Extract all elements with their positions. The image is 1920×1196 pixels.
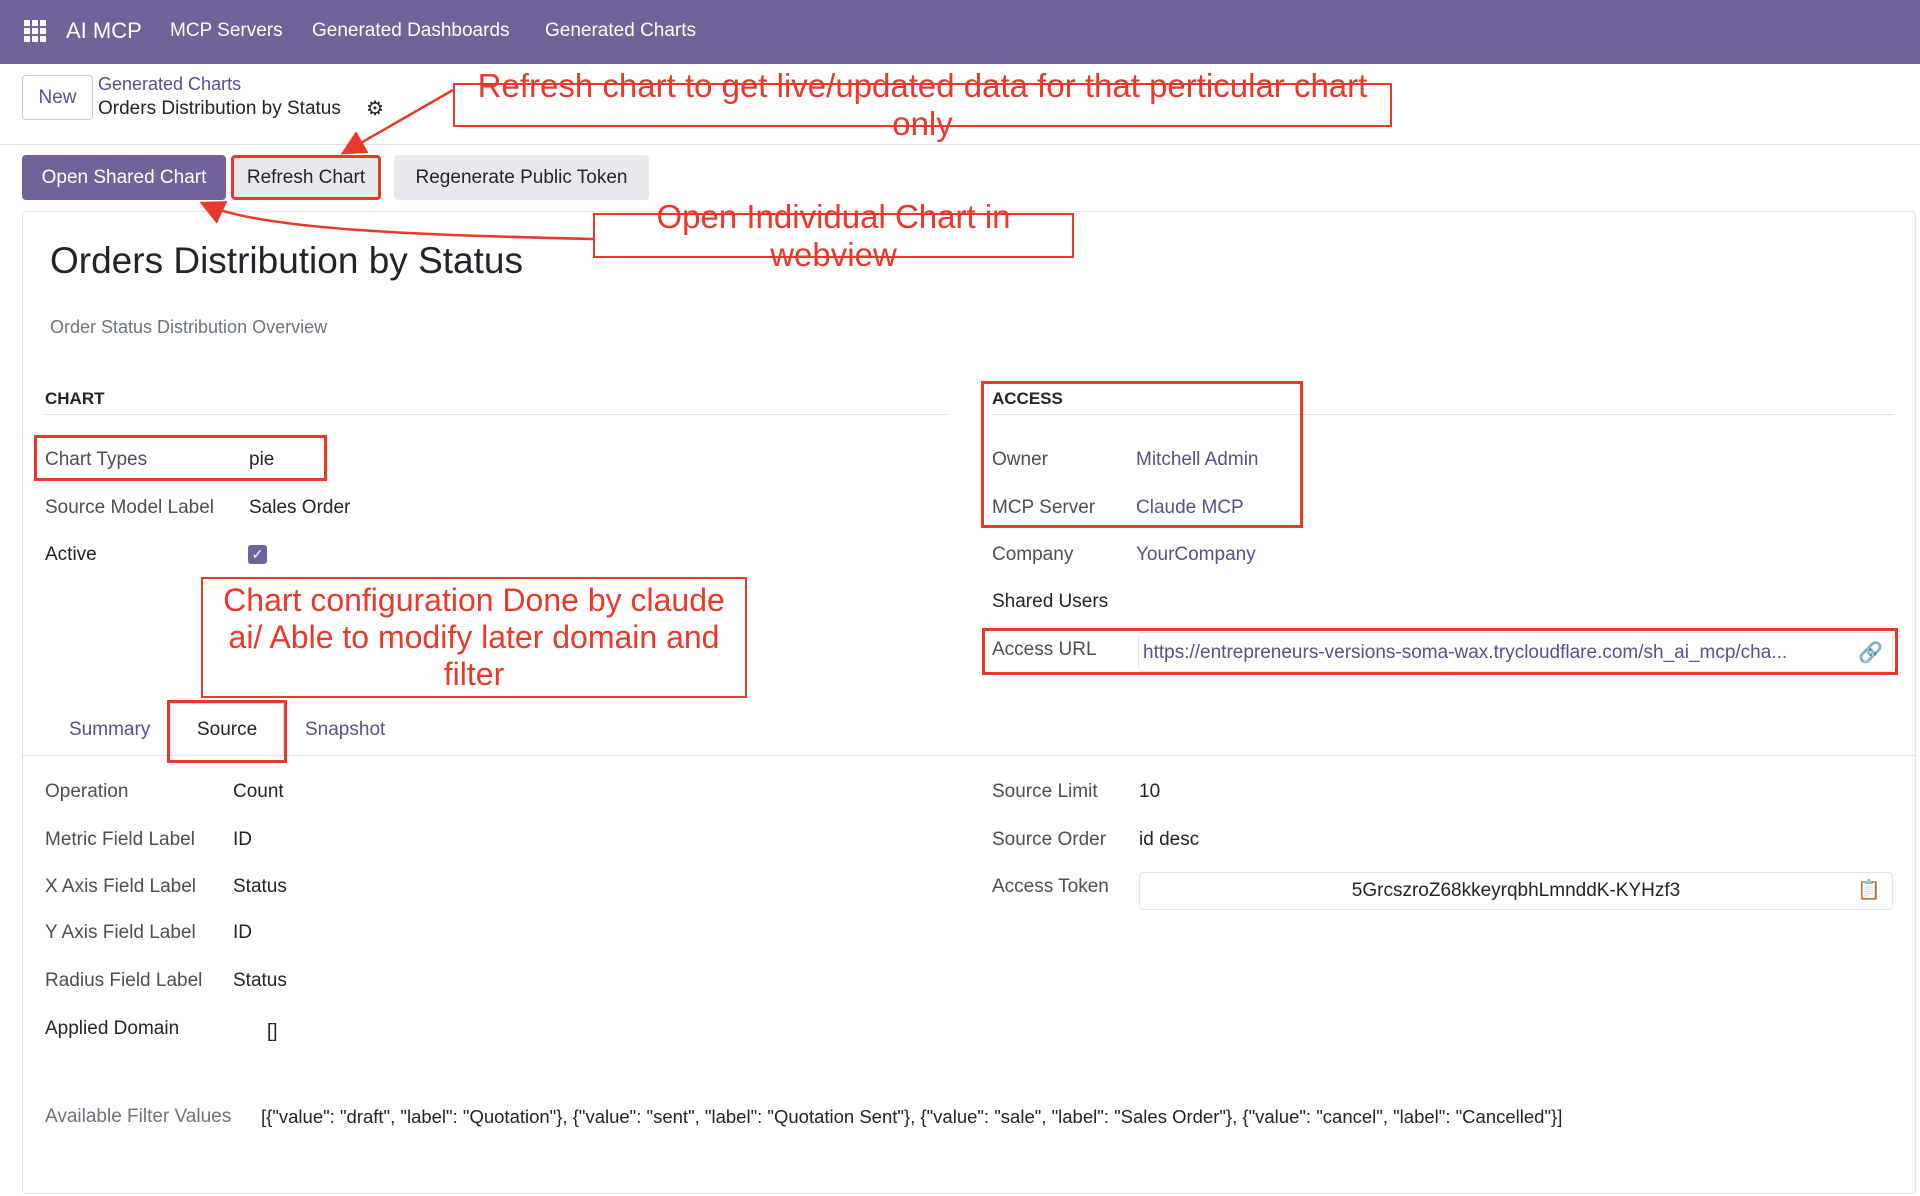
field-value[interactable]: Status — [233, 970, 287, 991]
company-link[interactable]: YourCompany — [1136, 544, 1256, 565]
record-title: Orders Distribution by Status — [50, 240, 523, 281]
field-label: Source Model Label — [45, 497, 214, 518]
divider — [45, 414, 947, 415]
field-label: Active — [45, 544, 97, 565]
highlight-box — [981, 381, 1303, 528]
field-label: Shared Users — [992, 591, 1109, 612]
field-value[interactable]: Count — [233, 781, 284, 802]
field-label: Company — [992, 544, 1074, 565]
access-section-heading: ACCESS — [992, 389, 1063, 408]
divider — [0, 144, 1920, 145]
field-label: Owner — [992, 449, 1048, 470]
field-label: Y Axis Field Label — [45, 922, 196, 943]
field-label: Access Token — [992, 876, 1109, 897]
link-icon[interactable]: 🔗 — [1858, 642, 1883, 664]
field-label: Source Order — [992, 829, 1107, 850]
tabs-divider — [22, 755, 1916, 756]
annotation-line: filter — [443, 655, 505, 692]
field-label: Radius Field Label — [45, 970, 203, 991]
annotation-open: Open Individual Chart in webview — [593, 198, 1074, 273]
regenerate-token-button[interactable]: Regenerate Public Token — [394, 155, 649, 200]
source-model-value[interactable]: Sales Order — [249, 497, 351, 518]
breadcrumb-current: Orders Distribution by Status — [98, 98, 341, 119]
field-value[interactable]: id desc — [1139, 829, 1200, 850]
field-value[interactable]: ID — [233, 829, 252, 850]
copy-icon[interactable]: 📋 — [1857, 880, 1881, 901]
divider — [992, 414, 1894, 415]
gear-icon[interactable]: ⚙ — [366, 98, 384, 120]
top-navbar: AI MCP MCP Servers Generated Dashboards … — [0, 0, 1920, 64]
new-button[interactable]: New — [22, 75, 93, 120]
annotation-line: Chart configuration Done by claude — [223, 582, 725, 619]
app-name[interactable]: AI MCP — [66, 18, 142, 43]
access-token-value: 5GrcszroZ68kkeyrqbhLmnddK-KYHzf3 — [1351, 880, 1681, 901]
chart-types-value[interactable]: pie — [249, 449, 275, 470]
annotation-line: ai/ Able to modify later domain and — [228, 619, 720, 656]
filter-values[interactable]: [{"value": "draft", "label": "Quotation"… — [261, 1106, 1563, 1127]
annotation-config: Chart configuration Done by claude ai/ A… — [201, 577, 747, 698]
open-shared-chart-button[interactable]: Open Shared Chart — [22, 155, 226, 200]
mcp-server-link[interactable]: Claude MCP — [1136, 497, 1244, 518]
record-subtitle: Order Status Distribution Overview — [50, 317, 328, 337]
highlight-box — [167, 700, 287, 763]
field-label: X Axis Field Label — [45, 876, 197, 897]
field-value[interactable]: 10 — [1139, 781, 1161, 802]
arrow-open — [199, 201, 594, 241]
form-sheet — [22, 211, 1916, 1194]
tab-snapshot[interactable]: Snapshot — [305, 719, 386, 740]
field-label: MCP Server — [992, 497, 1096, 518]
field-label: Access URL — [992, 639, 1097, 660]
refresh-chart-button[interactable]: Refresh Chart — [231, 155, 381, 200]
field-label: Source Limit — [992, 781, 1098, 802]
field-value[interactable]: ID — [233, 922, 252, 943]
highlight-box — [34, 435, 327, 481]
arrow-refresh — [340, 88, 454, 155]
access-token-field[interactable]: 5GrcszroZ68kkeyrqbhLmnddK-KYHzf3 — [1139, 872, 1893, 910]
access-url-link[interactable]: https://entrepreneurs-versions-soma-wax.… — [1143, 642, 1788, 663]
menu-mcp-servers[interactable]: MCP Servers — [170, 20, 283, 41]
tab-source-label: Source — [197, 719, 258, 740]
breadcrumb-parent[interactable]: Generated Charts — [98, 74, 242, 94]
field-label: Applied Domain — [45, 1018, 180, 1039]
menu-generated-dashboards[interactable]: Generated Dashboards — [312, 20, 510, 41]
owner-link[interactable]: Mitchell Admin — [1136, 449, 1259, 470]
tab-source[interactable] — [170, 703, 284, 756]
highlight-box — [982, 628, 1898, 675]
access-url-field[interactable] — [1138, 632, 1893, 672]
field-label: Metric Field Label — [45, 829, 195, 850]
menu-generated-charts[interactable]: Generated Charts — [545, 20, 697, 41]
active-checkbox[interactable]: ✓ — [248, 545, 267, 564]
chart-section-heading: CHART — [45, 389, 105, 408]
tab-summary[interactable]: Summary — [69, 719, 151, 740]
field-label: Chart Types — [45, 449, 148, 470]
field-value[interactable]: Status — [233, 876, 287, 897]
annotation-refresh: Refresh chart to get live/updated data f… — [453, 67, 1392, 142]
annotation-arrows — [199, 88, 594, 241]
field-label: Available Filter Values — [45, 1106, 232, 1127]
app-grid-icon[interactable] — [24, 20, 47, 42]
field-label: Operation — [45, 781, 129, 802]
applied-domain-value[interactable]: [] — [267, 1021, 278, 1042]
